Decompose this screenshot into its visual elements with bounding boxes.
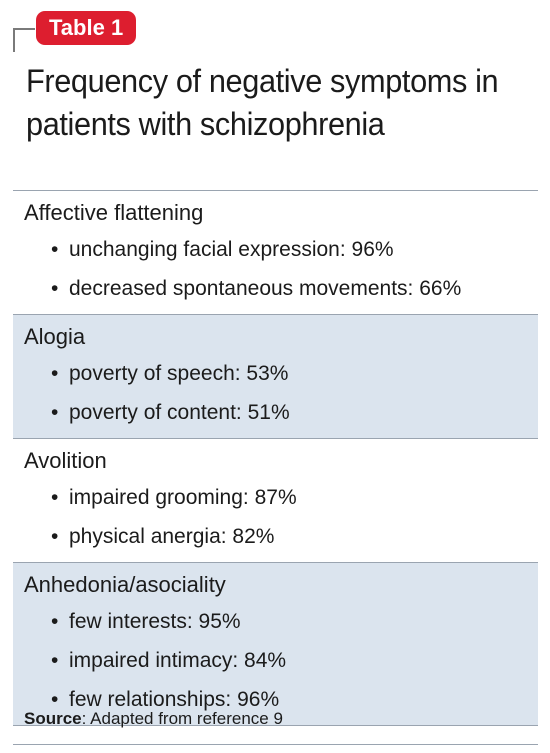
bullet-icon: • bbox=[51, 401, 59, 424]
item-text: few interests: 95% bbox=[69, 610, 241, 633]
table-section-anhedonia-asociality: Anhedonia/asociality • few interests: 95%… bbox=[13, 563, 538, 726]
item-text: unchanging facial expression: 96% bbox=[69, 238, 394, 261]
table-section-alogia: Alogia • poverty of speech: 53% • poverty … bbox=[13, 315, 538, 439]
list-item: • physical anergia: 82% bbox=[13, 517, 538, 556]
corner-bracket-vertical bbox=[13, 28, 15, 52]
list-item: • few relationships: 96% bbox=[13, 680, 538, 719]
item-text: poverty of speech: 53% bbox=[69, 362, 289, 385]
bullet-icon: • bbox=[51, 277, 59, 300]
section-heading: Avolition bbox=[24, 448, 107, 473]
list-item: • poverty of speech: 53% bbox=[13, 354, 538, 393]
item-text: few relationships: 96% bbox=[69, 688, 280, 711]
source-note: Source: Adapted from reference 9 bbox=[24, 709, 283, 729]
bullet-icon: • bbox=[51, 688, 59, 711]
item-text: physical anergia: 82% bbox=[69, 525, 275, 548]
bullet-icon: • bbox=[51, 525, 59, 548]
table-section-avolition: Avolition • impaired grooming: 87% • physi… bbox=[13, 439, 538, 563]
list-item: • unchanging facial expression: 96% bbox=[13, 230, 538, 269]
source-text: : Adapted from reference 9 bbox=[81, 709, 283, 728]
bullet-icon: • bbox=[51, 610, 59, 633]
list-item: • few interests: 95% bbox=[13, 602, 538, 641]
list-item: • poverty of content: 51% bbox=[13, 393, 538, 432]
symptom-table: Affective flattening • unchanging facial … bbox=[13, 190, 538, 726]
bullet-icon: • bbox=[51, 238, 59, 261]
section-heading: Affective flattening bbox=[24, 200, 204, 225]
list-item: • impaired grooming: 87% bbox=[13, 478, 538, 517]
list-item: • decreased spontaneous movements: 66% bbox=[13, 269, 538, 308]
item-text: impaired grooming: 87% bbox=[69, 486, 297, 509]
table-number-badge: Table 1 bbox=[36, 11, 137, 45]
list-item: • impaired intimacy: 84% bbox=[13, 641, 538, 680]
table-title: Frequency of negative symptoms in patien… bbox=[26, 63, 499, 142]
corner-bracket-horizontal bbox=[13, 28, 35, 30]
source-label: Source bbox=[24, 709, 82, 728]
bullet-icon: • bbox=[51, 486, 59, 509]
section-heading: Anhedonia/asociality bbox=[24, 572, 226, 597]
bullet-icon: • bbox=[51, 649, 59, 672]
item-text: decreased spontaneous movements: 66% bbox=[69, 277, 462, 300]
bottom-divider bbox=[13, 744, 538, 745]
bullet-icon: • bbox=[51, 362, 59, 385]
table-section-affective-flattening: Affective flattening • unchanging facial … bbox=[13, 191, 538, 315]
item-text: poverty of content: 51% bbox=[69, 401, 290, 424]
item-text: impaired intimacy: 84% bbox=[69, 649, 287, 672]
section-heading: Alogia bbox=[24, 324, 86, 349]
